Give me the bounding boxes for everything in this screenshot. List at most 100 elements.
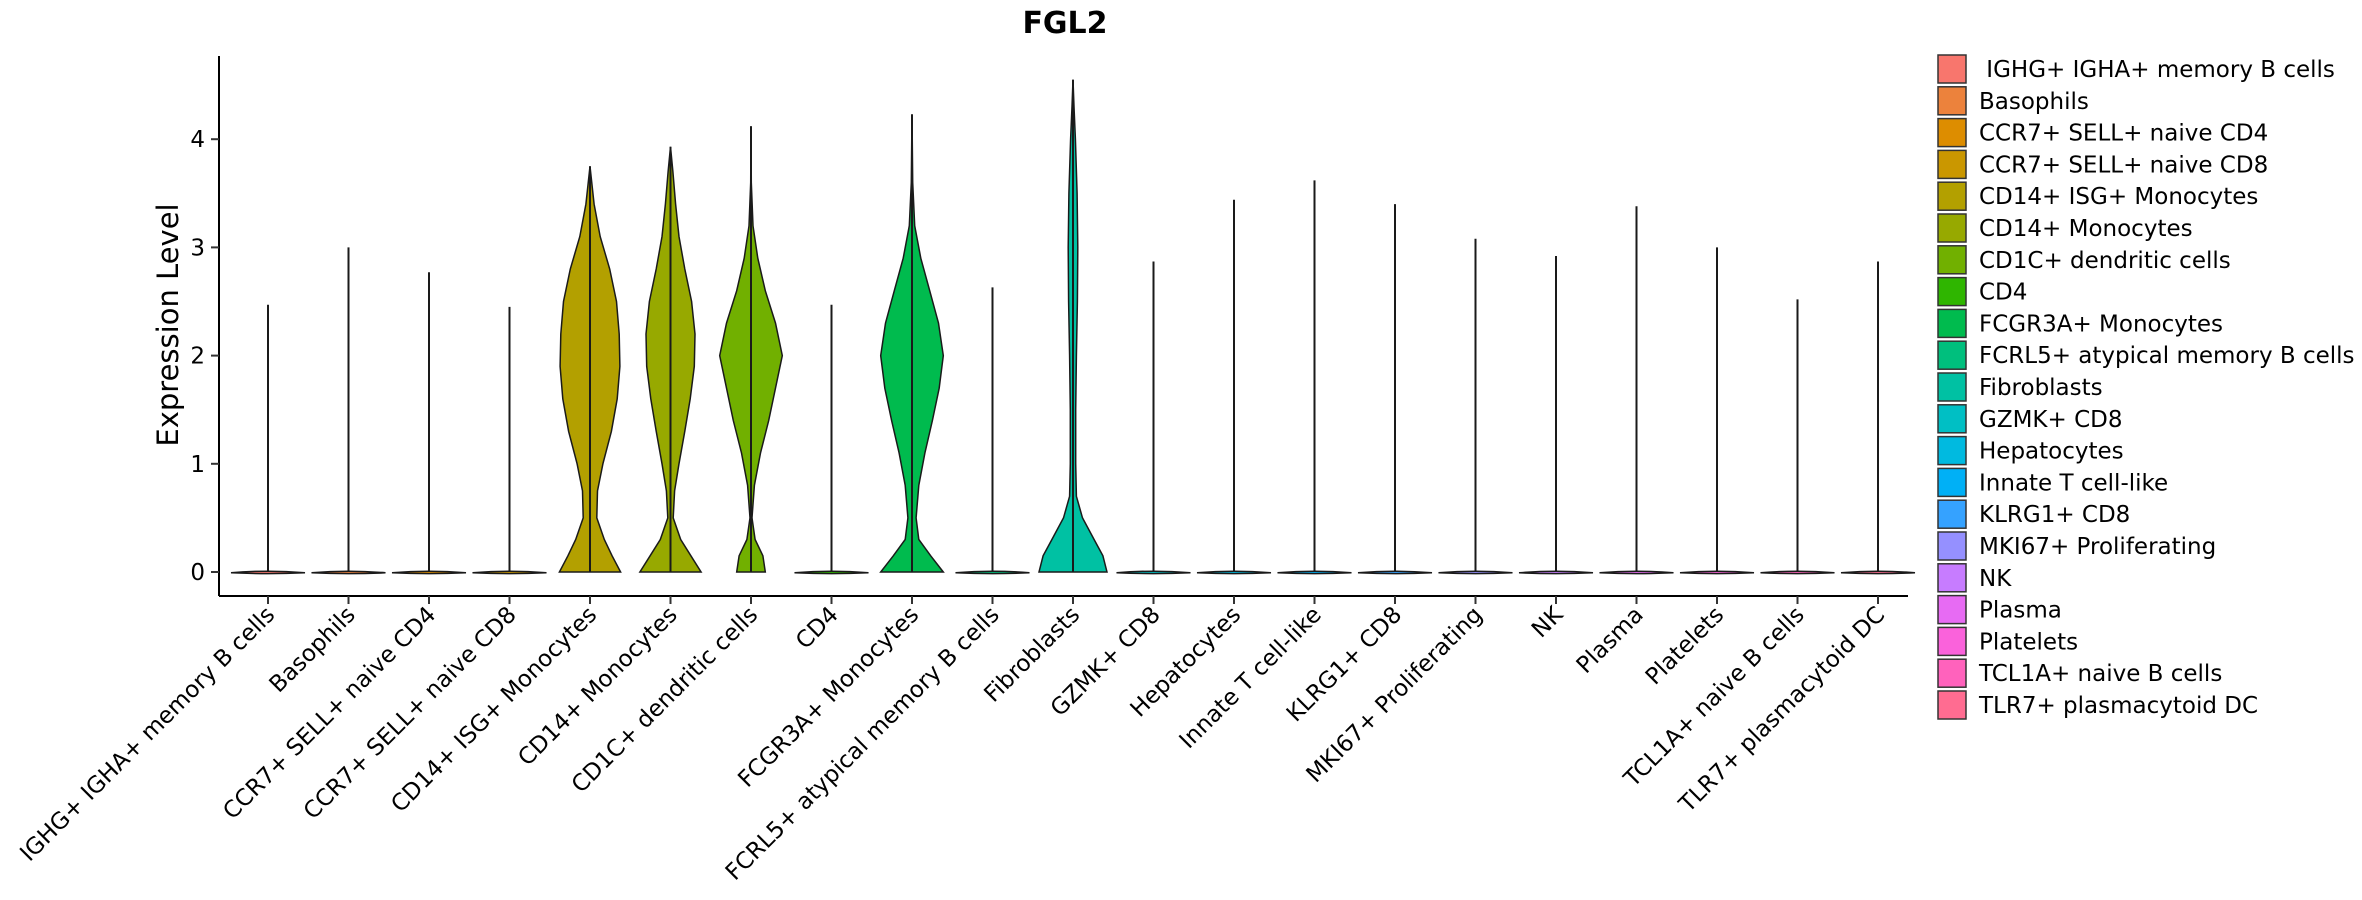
violin-group bbox=[1599, 206, 1674, 575]
legend-item: Plasma bbox=[1937, 594, 2062, 625]
violin-group bbox=[1840, 261, 1916, 575]
violin-group bbox=[558, 166, 622, 573]
violin-body bbox=[1518, 570, 1594, 575]
legend-label: NK bbox=[1979, 566, 2012, 592]
violin-body bbox=[1196, 570, 1272, 575]
legend-key bbox=[1937, 467, 1967, 498]
legend-item: CD14+ Monocytes bbox=[1937, 213, 2193, 243]
legend-item: Basophils bbox=[1937, 86, 2089, 116]
legend-key bbox=[1937, 690, 1967, 720]
legend: IGHG+ IGHA+ memory B cells Basophils CCR7+… bbox=[1937, 54, 2355, 720]
legend-label: Platelets bbox=[1979, 629, 2078, 655]
violin-group bbox=[1760, 299, 1835, 575]
legend-label: Basophils bbox=[1979, 89, 2089, 115]
violin-group bbox=[1038, 79, 1108, 573]
legend-item: CCR7+ SELL+ naive CD8 bbox=[1937, 149, 2268, 180]
violin-body bbox=[1679, 570, 1755, 575]
x-tick-label: Plasma bbox=[1572, 602, 1649, 679]
legend-item: GZMK+ CD8 bbox=[1937, 404, 2123, 434]
violin-group bbox=[230, 304, 306, 575]
legend-item: CD14+ ISG+ Monocytes bbox=[1937, 181, 2258, 211]
violin-group bbox=[1438, 238, 1513, 575]
legend-label: TLR7+ plasmacytoid DC bbox=[1978, 693, 2258, 719]
y-tick-label: 0 bbox=[190, 560, 205, 586]
violin-group bbox=[638, 146, 703, 573]
legend-item: Platelets bbox=[1937, 626, 2078, 657]
legend-key bbox=[1937, 308, 1967, 339]
legend-label: FCRL5+ atypical memory B cells bbox=[1979, 343, 2355, 369]
violin-body bbox=[472, 570, 547, 575]
legend-item: Hepatocytes bbox=[1937, 435, 2124, 466]
violin-group bbox=[1277, 180, 1352, 575]
violin-body bbox=[1760, 570, 1835, 575]
legend-item: NK bbox=[1937, 563, 2012, 593]
x-tick-label: Innate T cell-like bbox=[1175, 602, 1327, 754]
legend-item: FCGR3A+ Monocytes bbox=[1937, 308, 2223, 339]
y-axis-title: Expression Level bbox=[151, 203, 185, 446]
violin-group bbox=[391, 272, 467, 575]
violin-body bbox=[1599, 570, 1674, 575]
legend-item: TLR7+ plasmacytoid DC bbox=[1937, 690, 2258, 720]
legend-key bbox=[1937, 245, 1967, 275]
violin-body bbox=[1116, 570, 1191, 575]
violin-group bbox=[955, 287, 1030, 575]
violin-group bbox=[1357, 204, 1433, 575]
legend-label: Innate T cell-like bbox=[1979, 470, 2168, 496]
legend-label: IGHG+ IGHA+ memory B cells bbox=[1979, 57, 2335, 83]
legend-item: TCL1A+ naive B cells bbox=[1937, 658, 2222, 688]
legend-label: CCR7+ SELL+ naive CD8 bbox=[1979, 152, 2268, 178]
legend-item: IGHG+ IGHA+ memory B cells bbox=[1937, 54, 2335, 84]
legend-item: Innate T cell-like bbox=[1937, 467, 2168, 498]
legend-label: CD4 bbox=[1979, 280, 2027, 306]
y-tick-label: 1 bbox=[190, 452, 205, 478]
violin-group bbox=[1518, 256, 1594, 575]
legend-label: Plasma bbox=[1979, 598, 2062, 624]
legend-key bbox=[1937, 149, 1967, 180]
legend-key bbox=[1937, 626, 1967, 657]
violin-group bbox=[718, 126, 784, 573]
legend-key bbox=[1937, 594, 1967, 625]
legend-item: FCRL5+ atypical memory B cells bbox=[1937, 340, 2355, 370]
violin-group bbox=[472, 306, 547, 575]
legend-label: GZMK+ CD8 bbox=[1979, 407, 2123, 433]
legend-key bbox=[1937, 340, 1967, 370]
legend-label: MKI67+ Proliferating bbox=[1979, 534, 2216, 560]
x-tick-label: CD4 bbox=[791, 602, 844, 655]
legend-key bbox=[1937, 276, 1967, 307]
violin-group bbox=[1679, 247, 1755, 575]
legend-label: CD14+ ISG+ Monocytes bbox=[1979, 184, 2258, 210]
legend-item: CD1C+ dendritic cells bbox=[1937, 245, 2231, 275]
legend-key bbox=[1937, 563, 1967, 593]
legend-label: CCR7+ SELL+ naive CD4 bbox=[1979, 121, 2268, 147]
violin-body bbox=[1438, 570, 1513, 575]
violin-body bbox=[1357, 570, 1433, 575]
legend-key bbox=[1937, 499, 1967, 529]
violin-body bbox=[311, 570, 386, 575]
y-tick-label: 3 bbox=[190, 235, 205, 261]
legend-item: Fibroblasts bbox=[1937, 372, 2103, 402]
legend-label: Fibroblasts bbox=[1979, 375, 2103, 401]
legend-key bbox=[1937, 435, 1967, 466]
legend-key bbox=[1937, 658, 1967, 688]
legend-label: CD1C+ dendritic cells bbox=[1979, 248, 2231, 274]
violin-group bbox=[311, 247, 386, 575]
violin-group bbox=[879, 114, 945, 573]
violin-body bbox=[1277, 570, 1352, 575]
violin-group bbox=[794, 304, 869, 575]
legend-item: CD4 bbox=[1937, 276, 2027, 307]
legend-label: TCL1A+ naive B cells bbox=[1978, 661, 2222, 687]
legend-key bbox=[1937, 213, 1967, 243]
legend-key bbox=[1937, 404, 1967, 434]
violin-group bbox=[1196, 199, 1272, 575]
legend-key bbox=[1937, 372, 1967, 402]
legend-key bbox=[1937, 531, 1967, 561]
legend-item: KLRG1+ CD8 bbox=[1937, 499, 2130, 529]
legend-label: Hepatocytes bbox=[1979, 439, 2124, 465]
violin-body bbox=[1840, 570, 1916, 575]
x-tick-label: IGHG+ IGHA+ memory B cells bbox=[15, 602, 280, 867]
violin-group bbox=[1116, 261, 1191, 575]
legend-key bbox=[1937, 117, 1967, 148]
y-tick-label: 4 bbox=[190, 127, 205, 153]
